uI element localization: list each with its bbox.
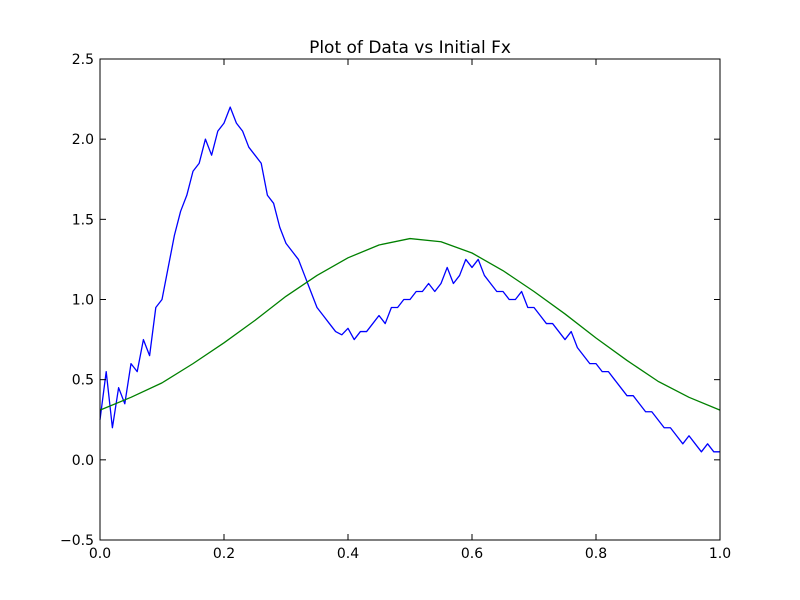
y-tick-label: 0.5 [72,373,94,389]
series-layer [99,106,721,453]
x-tick-label: 1.0 [709,546,731,562]
y-tick-label: 2.5 [72,52,94,68]
x-tick-label: 0.0 [89,546,111,562]
ticks-layer: 0.0 0.2 0.4 0.6 0.8 1.0−0.50.00.51.01.52.02.5 [60,52,731,562]
y-tick-label: 1.0 [72,293,94,309]
y-tick-label: 0.0 [72,453,94,469]
x-tick-label: 0.4 [337,546,359,562]
series-line-0 [99,106,720,453]
y-tick-label: 2.0 [72,132,94,148]
x-tick-label: 0.6 [461,546,483,562]
chart-title: Plot of Data vs Initial Fx [309,38,511,58]
x-tick-label: 0.2 [213,546,235,562]
y-tick-label: 1.5 [72,212,94,228]
series-line-1 [99,237,721,411]
y-tick-label: −0.5 [60,533,94,549]
x-tick-label: 0.8 [585,546,607,562]
plot-area: 0.0 0.2 0.4 0.6 0.8 1.0−0.50.00.51.01.52.02.5 [60,52,731,562]
